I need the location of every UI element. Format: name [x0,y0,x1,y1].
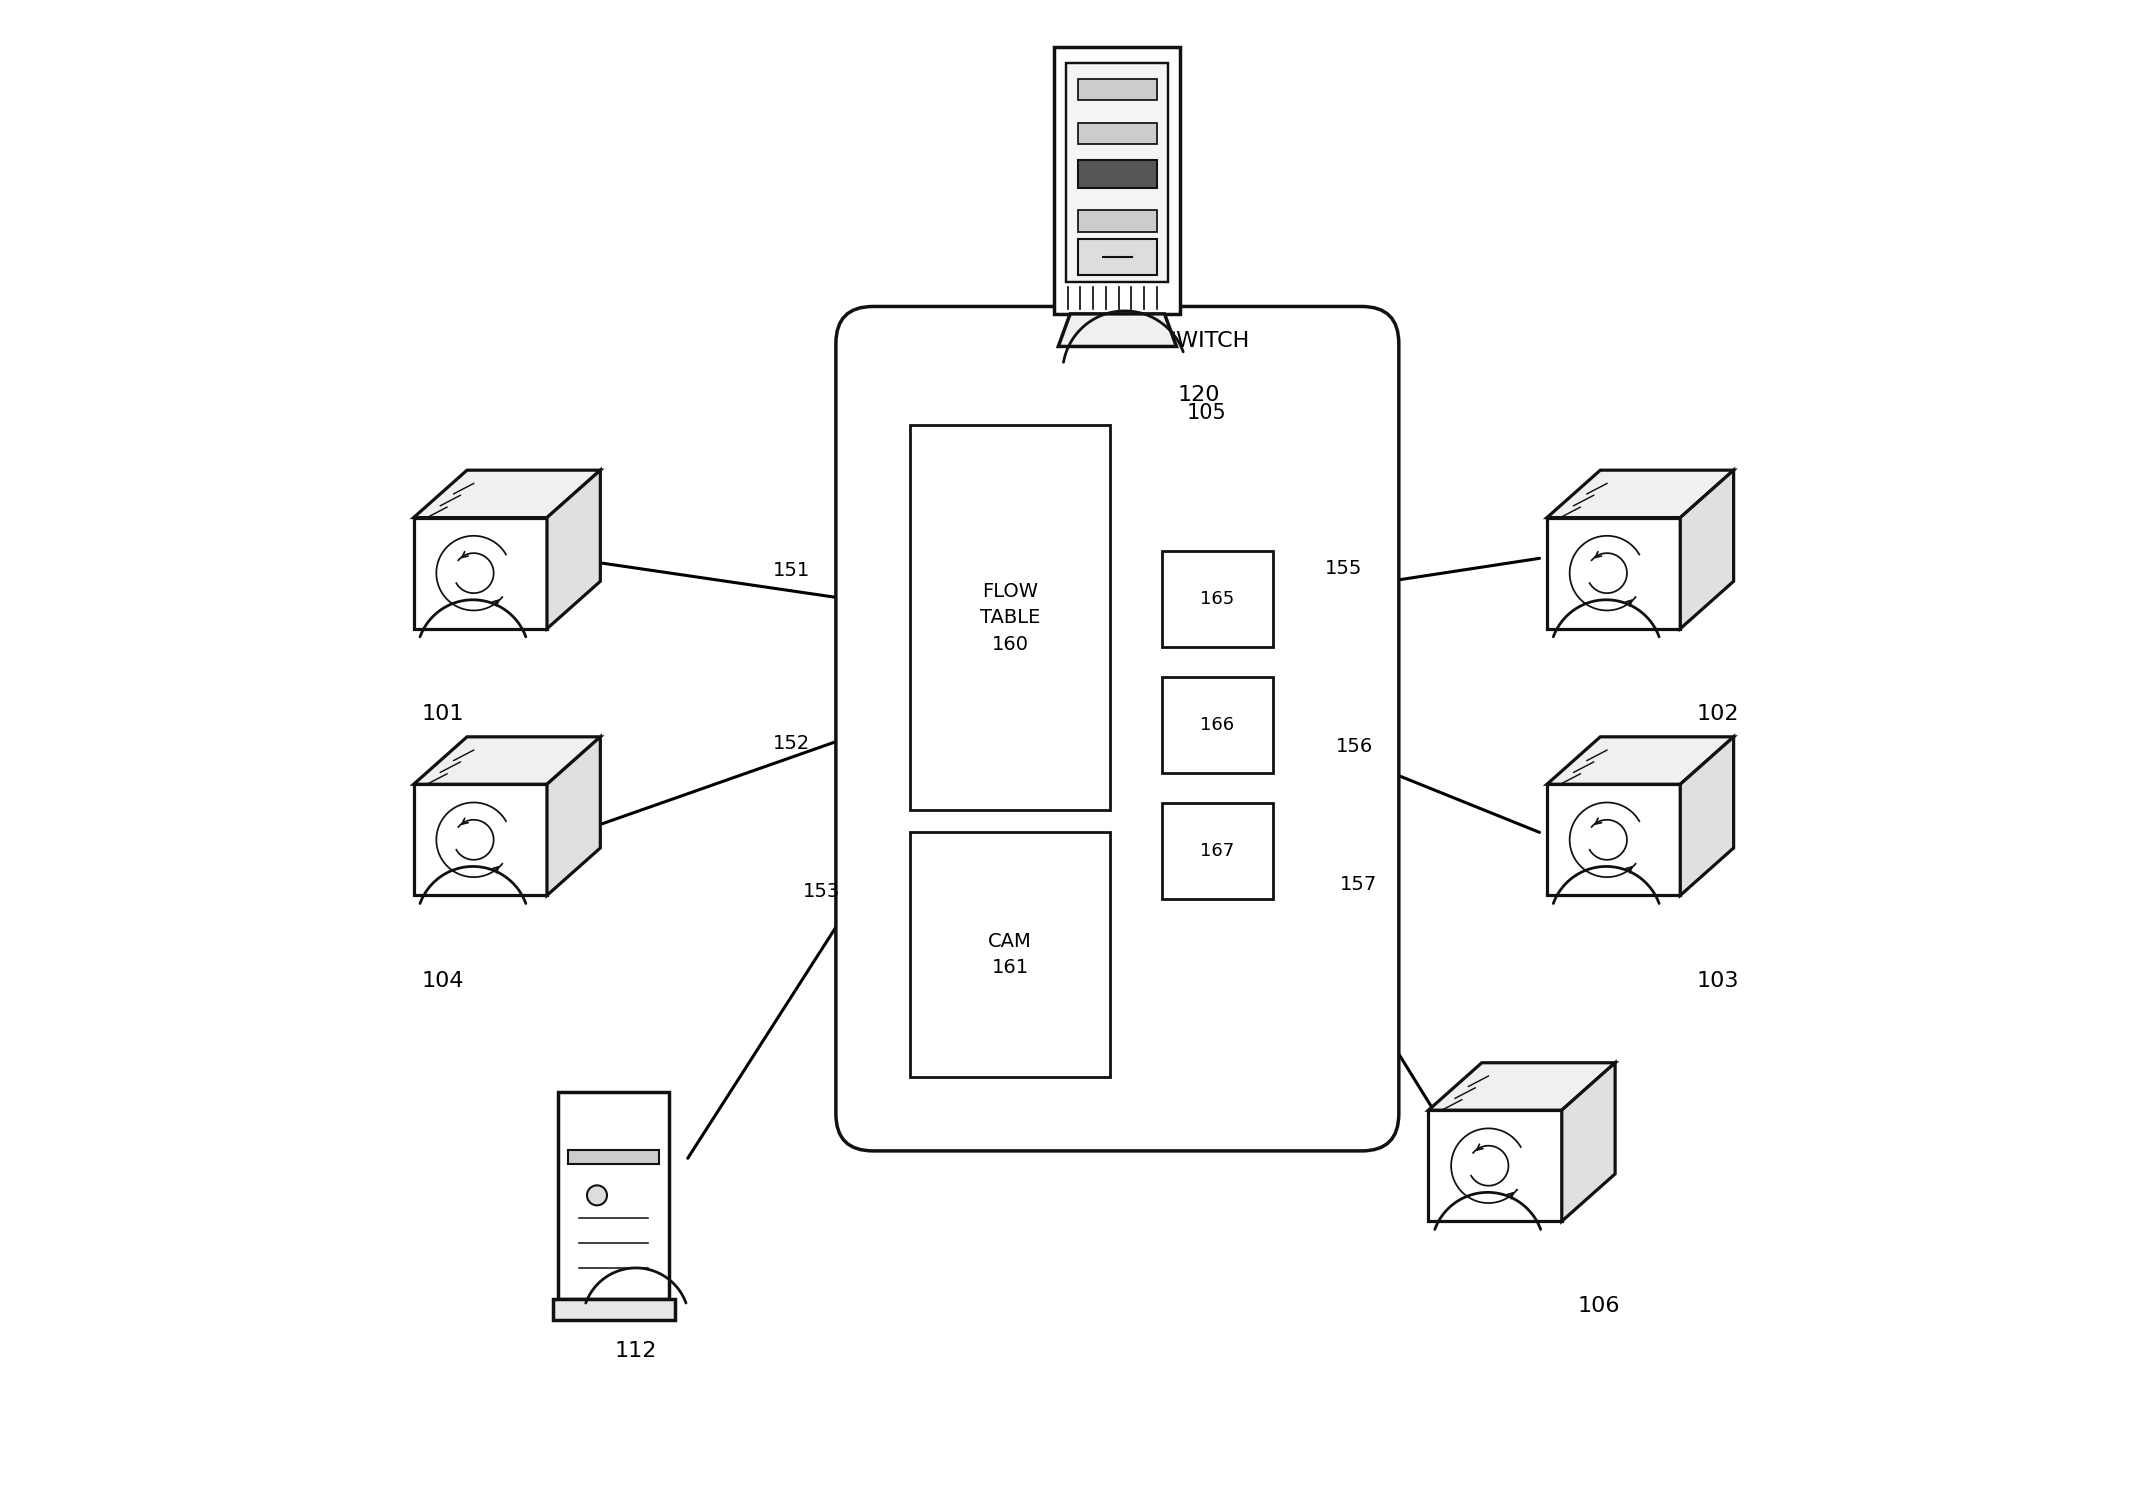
FancyBboxPatch shape [1078,238,1157,275]
FancyBboxPatch shape [558,1091,669,1300]
Polygon shape [1547,738,1735,784]
FancyBboxPatch shape [569,1149,658,1164]
Text: 112: 112 [614,1341,656,1361]
Text: 157: 157 [1340,874,1377,894]
Text: 104: 104 [422,971,465,990]
Polygon shape [1059,314,1176,346]
FancyBboxPatch shape [1161,550,1272,647]
Polygon shape [1681,470,1735,629]
FancyBboxPatch shape [1161,677,1272,773]
Polygon shape [1547,470,1735,517]
FancyBboxPatch shape [835,306,1398,1151]
Text: 165: 165 [1200,590,1234,608]
Text: 153: 153 [803,882,840,901]
Polygon shape [1681,738,1735,895]
Polygon shape [1547,784,1681,895]
Text: 167: 167 [1200,842,1234,859]
Text: 152: 152 [774,735,810,752]
Polygon shape [1562,1063,1615,1221]
Text: 120: 120 [1178,385,1221,406]
Text: FLOW
TABLE
160: FLOW TABLE 160 [980,581,1040,654]
FancyBboxPatch shape [1078,161,1157,187]
Polygon shape [413,470,601,517]
Text: 151: 151 [774,561,810,580]
FancyBboxPatch shape [1161,803,1272,900]
FancyBboxPatch shape [552,1300,676,1320]
Text: 102: 102 [1696,703,1739,724]
Text: 101: 101 [422,703,465,724]
Text: 103: 103 [1696,971,1739,990]
FancyBboxPatch shape [1066,64,1168,283]
FancyBboxPatch shape [1078,123,1157,144]
Text: 166: 166 [1200,715,1234,735]
Polygon shape [1547,517,1681,629]
Text: 106: 106 [1577,1297,1620,1316]
Text: SWITCH: SWITCH [1164,332,1251,351]
Circle shape [586,1185,607,1206]
Polygon shape [548,738,601,895]
Polygon shape [413,784,548,895]
Polygon shape [413,517,548,629]
FancyBboxPatch shape [1055,48,1181,314]
FancyBboxPatch shape [1078,79,1157,101]
Polygon shape [413,738,601,784]
Polygon shape [1428,1111,1562,1221]
Text: CAM
161: CAM 161 [989,932,1031,977]
FancyBboxPatch shape [1078,210,1157,232]
Text: 105: 105 [1187,403,1225,422]
Polygon shape [1428,1063,1615,1111]
Polygon shape [548,470,601,629]
FancyBboxPatch shape [910,833,1110,1077]
Text: 156: 156 [1336,738,1372,755]
Text: 155: 155 [1325,559,1362,578]
FancyBboxPatch shape [910,425,1110,810]
